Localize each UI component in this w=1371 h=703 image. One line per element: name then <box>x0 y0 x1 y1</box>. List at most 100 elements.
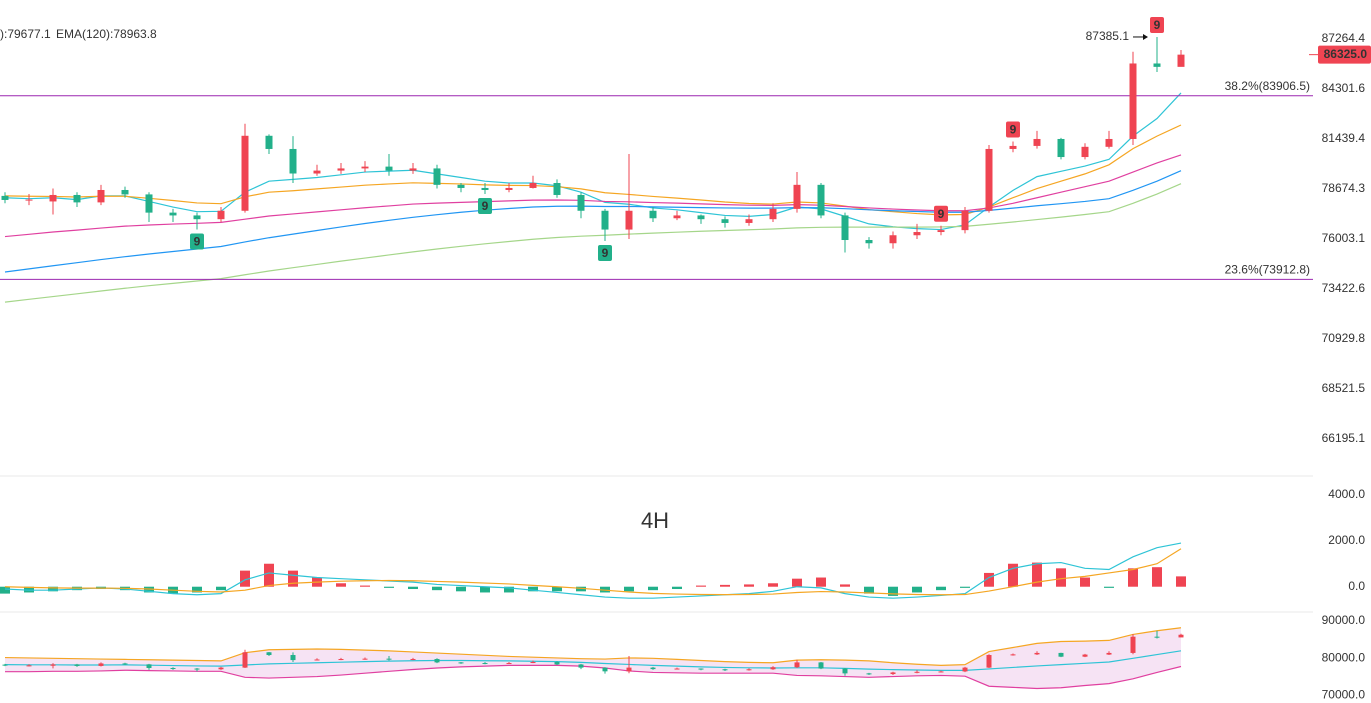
histogram-bar <box>792 578 802 587</box>
candle-body <box>866 673 872 675</box>
y-tick-label: 68521.5 <box>1322 381 1366 395</box>
histogram-bar <box>840 584 850 587</box>
y-tick-label: 0.0 <box>1348 579 1365 593</box>
candle-body <box>362 658 368 660</box>
candle-body <box>649 210 657 219</box>
histogram-bar <box>936 586 946 591</box>
candle-body <box>1082 654 1088 657</box>
histogram-bar <box>1080 577 1090 587</box>
candle-body <box>577 194 585 211</box>
candle-body <box>1033 138 1041 146</box>
candle-body <box>289 148 297 174</box>
histogram-bar <box>768 583 778 587</box>
candle-body <box>914 671 920 673</box>
histogram-bar <box>504 586 514 593</box>
candle-body <box>1 195 9 200</box>
ema-line <box>4 154 1182 238</box>
histogram-bar <box>240 570 250 587</box>
y-tick-label: 87264.4 <box>1322 31 1366 45</box>
td-label: 9 <box>602 246 609 260</box>
td-badge <box>1150 16 1164 33</box>
candle-body <box>865 240 873 244</box>
histogram-bar <box>576 586 586 592</box>
candle-body <box>242 652 248 668</box>
candle-body <box>1009 145 1017 149</box>
candle-body <box>313 170 321 174</box>
ema-line <box>4 170 1182 273</box>
candle-body <box>409 168 417 171</box>
y-tick-label: 80000.0 <box>1322 650 1366 664</box>
candle-body <box>985 148 993 211</box>
macd-line <box>4 548 1182 596</box>
histogram-bar <box>0 586 10 594</box>
histogram-bar <box>960 586 970 588</box>
td-badge <box>1006 121 1020 138</box>
candle-body <box>433 168 441 185</box>
candle-body <box>49 194 57 202</box>
candle-body <box>817 184 825 216</box>
candle-body <box>746 669 752 671</box>
candle-body <box>1010 654 1016 656</box>
candle-body <box>74 664 80 666</box>
candle-body <box>697 215 705 220</box>
candle-body <box>290 655 296 661</box>
candle-body <box>170 667 176 669</box>
candle-body <box>913 232 921 236</box>
histogram-bar <box>1176 576 1186 587</box>
histogram-bar <box>624 586 634 592</box>
y-tick-label: 84301.6 <box>1322 81 1366 95</box>
candle-body <box>505 187 513 190</box>
candle-body <box>457 184 465 188</box>
candle-body <box>314 659 320 661</box>
candle-body <box>385 166 393 171</box>
y-tick-label: 76003.1 <box>1322 231 1366 245</box>
candle-body <box>530 662 536 664</box>
histogram-bar <box>528 586 538 592</box>
histogram-bar <box>912 586 922 593</box>
candle-body <box>937 230 945 233</box>
candle-body <box>434 659 440 663</box>
histogram-bar <box>216 586 226 591</box>
candle-body <box>842 668 848 674</box>
fib-label: 23.6%(73912.8) <box>1225 263 1310 277</box>
y-tick-label: 70000.0 <box>1322 688 1366 702</box>
histogram-bar <box>816 577 826 587</box>
candle-body <box>986 655 992 668</box>
candle-body <box>722 669 728 671</box>
candle-body <box>890 672 896 675</box>
candle-body <box>217 210 225 220</box>
candle-body <box>361 166 369 169</box>
boll-line <box>4 650 1182 672</box>
histogram-bar <box>264 563 274 587</box>
candle-body <box>193 215 201 220</box>
y-tick-label: 4000.0 <box>1328 487 1365 501</box>
candle-body <box>673 215 681 219</box>
candle-body <box>601 210 609 230</box>
candle-body <box>818 662 824 669</box>
histogram-bar <box>408 586 418 590</box>
candle-body <box>410 659 416 661</box>
histogram-bar <box>720 584 730 587</box>
candle-body <box>650 667 656 670</box>
boll-line <box>5 664 1182 690</box>
candle-body <box>481 187 489 190</box>
candle-body <box>458 662 464 664</box>
candle-body <box>146 664 152 668</box>
ema-line <box>4 183 1182 303</box>
candle-body <box>73 194 81 203</box>
period-label: 4H <box>641 508 669 533</box>
histogram-bar <box>480 586 490 593</box>
legend-ema: ):79677.1 <box>0 27 51 41</box>
candle-body <box>721 219 729 223</box>
candle-body <box>1178 634 1184 638</box>
candle-body <box>2 664 8 666</box>
candle-body <box>218 667 224 670</box>
candle-body <box>938 671 944 673</box>
td-label: 9 <box>194 235 201 249</box>
histogram-bar <box>1056 568 1066 587</box>
histogram-bar <box>456 586 466 592</box>
histogram-bar <box>1104 586 1114 588</box>
candle-body <box>482 663 488 665</box>
histogram-bar <box>648 586 658 591</box>
